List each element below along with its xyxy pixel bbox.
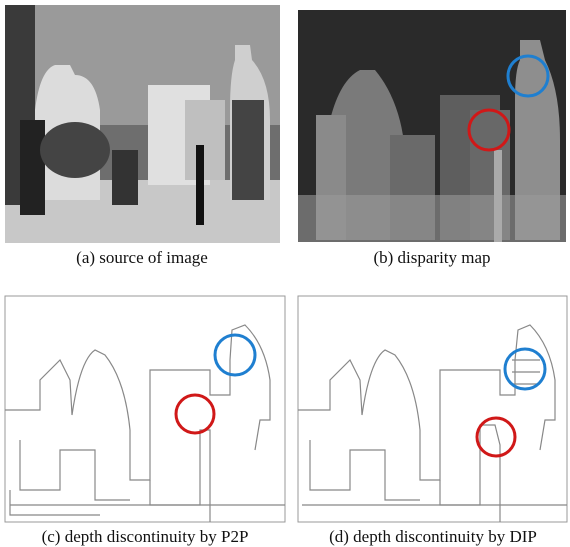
disparity-map: [298, 10, 566, 242]
caption: (b) disparity map: [373, 248, 490, 267]
source-image: [5, 5, 280, 243]
p2p-edges: [4, 295, 286, 523]
caption: (a) source of image: [76, 248, 208, 267]
dip-edges: [297, 295, 568, 523]
caption: (c) depth discontinuity by P2P: [42, 527, 249, 546]
caption: (d) depth discontinuity by DIP: [329, 527, 537, 546]
